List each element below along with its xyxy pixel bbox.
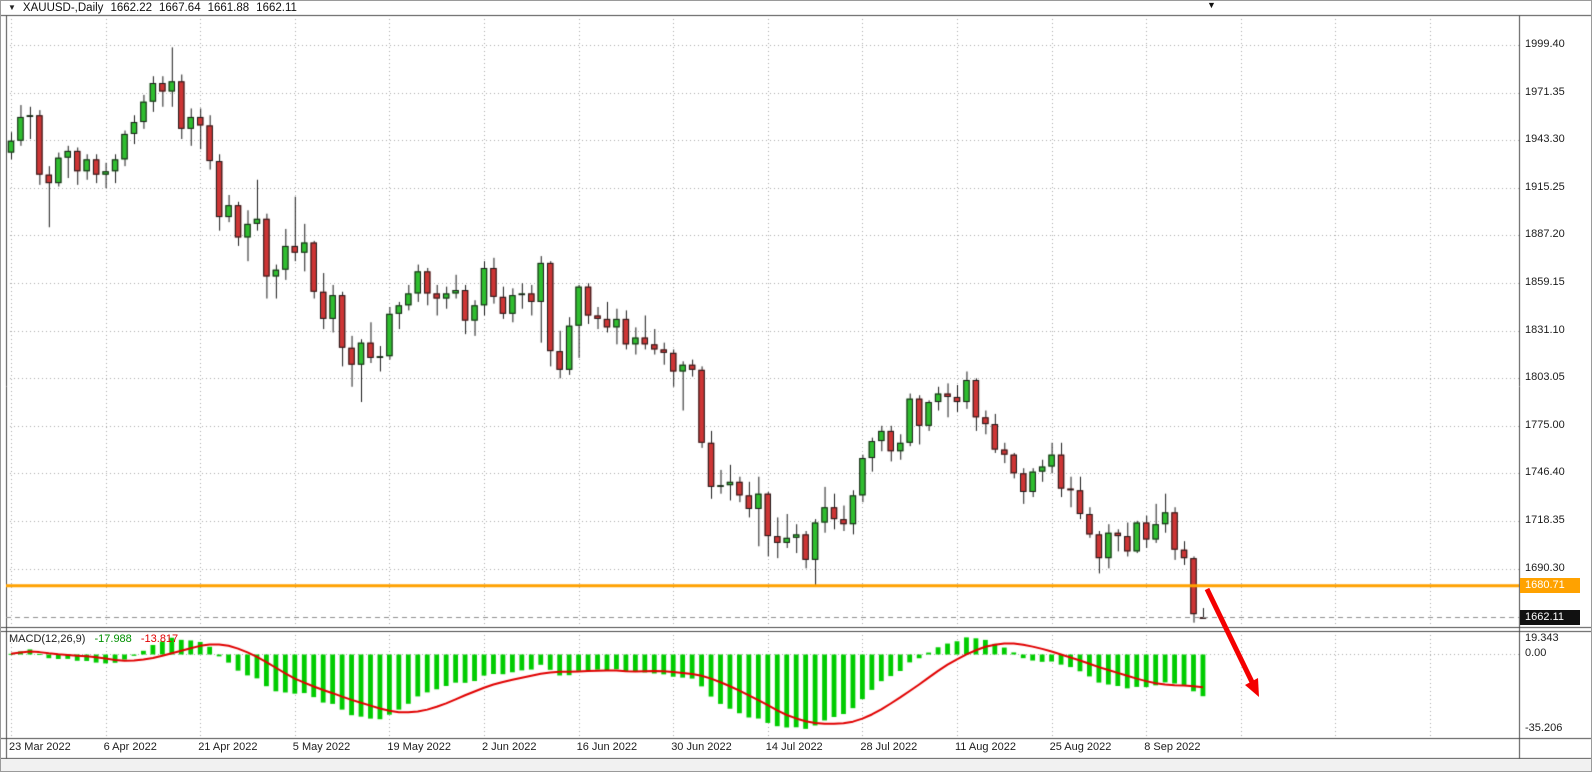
macd-main-value: -17.988 — [94, 633, 132, 645]
ohlc-close: 1662.11 — [256, 2, 297, 14]
chevron-down-icon[interactable]: ▼ — [8, 3, 16, 12]
ohlc-high: 1667.64 — [159, 2, 201, 14]
symbol-header: ▼ XAUUSD-,Daily 1662.22 1667.64 1661.88 … — [8, 1, 297, 15]
window-bottom-edge — [1, 759, 1591, 771]
sell-arrow-annotation[interactable] — [1191, 576, 1281, 711]
macd-signal-value: -13.817 — [140, 633, 179, 645]
macd-indicator-label: MACD(12,26,9) -17.988 -13.817 — [9, 633, 184, 645]
chart-shift-marker-icon[interactable]: ▼ — [1207, 0, 1216, 10]
symbol-label: XAUUSD-,Daily — [22, 2, 104, 14]
current-price-tag: 1662.11 — [1520, 609, 1580, 625]
ohlc-low: 1661.88 — [207, 2, 250, 14]
resistance-price-tag: 1680.71 — [1520, 578, 1580, 594]
ohlc-open: 1662.22 — [110, 2, 153, 14]
macd-name: MACD(12,26,9) — [9, 633, 86, 645]
